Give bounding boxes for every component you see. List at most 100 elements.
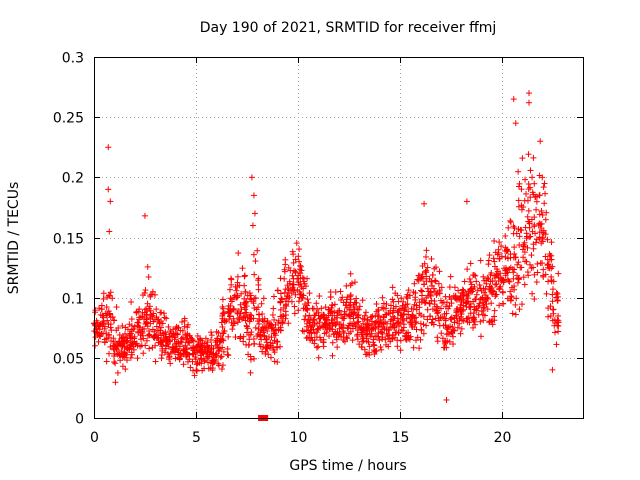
data-point [523, 235, 530, 242]
data-point [159, 320, 166, 327]
data-point [332, 322, 339, 329]
data-point [349, 337, 356, 344]
data-point [100, 295, 107, 302]
data-point [421, 281, 428, 288]
data-point [188, 337, 195, 344]
data-point [456, 320, 463, 327]
data-point [96, 305, 103, 312]
data-point [540, 273, 547, 280]
data-point [483, 277, 490, 284]
data-point [435, 280, 442, 287]
data-point [341, 338, 348, 345]
data-point [190, 344, 197, 351]
data-point [512, 301, 519, 308]
data-point [282, 302, 289, 309]
data-point [533, 239, 540, 246]
data-point [286, 280, 293, 287]
data-point [296, 258, 303, 265]
data-point [452, 312, 459, 319]
data-point [150, 318, 157, 325]
data-point [323, 329, 330, 336]
data-point [234, 294, 241, 301]
data-point [373, 333, 380, 340]
data-point [184, 345, 191, 352]
data-point [361, 312, 368, 319]
data-point [301, 328, 308, 335]
data-point [281, 289, 288, 296]
data-point [159, 347, 166, 354]
data-point [253, 306, 260, 313]
data-point [100, 312, 107, 319]
data-point [385, 343, 392, 350]
data-point [127, 354, 134, 361]
data-point [355, 311, 362, 318]
data-point [440, 299, 447, 306]
data-point [224, 351, 231, 358]
data-point [135, 319, 142, 326]
data-point [433, 291, 440, 298]
data-point [509, 310, 516, 317]
data-point [128, 298, 135, 305]
data-point [511, 244, 518, 251]
data-point [149, 326, 156, 333]
data-point [274, 338, 281, 345]
data-point [274, 287, 281, 294]
data-point [424, 264, 431, 271]
data-point [491, 237, 498, 244]
data-point [428, 255, 435, 262]
data-point [104, 310, 111, 317]
data-point [521, 239, 528, 246]
data-point [555, 270, 562, 277]
data-point [429, 271, 436, 278]
data-point [248, 174, 255, 181]
data-point [228, 281, 235, 288]
data-point [520, 243, 527, 250]
data-point [342, 310, 349, 317]
data-point [251, 210, 258, 217]
data-point [337, 321, 344, 328]
data-point [92, 342, 99, 349]
data-point [423, 253, 430, 260]
data-point [410, 305, 417, 312]
data-point [285, 320, 292, 327]
data-point [128, 316, 135, 323]
data-point [232, 334, 239, 341]
data-point [373, 319, 380, 326]
data-point [403, 336, 410, 343]
data-point [295, 307, 302, 314]
data-point [144, 323, 151, 330]
data-point [283, 295, 290, 302]
data-point [220, 309, 227, 316]
data-point [166, 337, 173, 344]
data-point [518, 301, 525, 308]
y-tick-label: 0.25 [53, 111, 84, 127]
data-point [366, 343, 373, 350]
data-point [391, 322, 398, 329]
data-point [513, 230, 520, 237]
data-point [99, 320, 106, 327]
data-point [507, 219, 514, 226]
data-point [541, 200, 548, 207]
axis-ticks: 0 0.05 0.1 0.15 0.2 0.25 0.3 0 5 10 15 20 [53, 51, 583, 446]
data-point [514, 272, 521, 279]
data-point [412, 296, 419, 303]
data-point [338, 333, 345, 340]
data-point [98, 330, 105, 337]
data-point [412, 314, 419, 321]
data-point [531, 214, 538, 221]
data-point [282, 256, 289, 263]
data-point [315, 325, 322, 332]
data-point [271, 349, 278, 356]
data-point [473, 278, 480, 285]
data-point [542, 190, 549, 197]
data-point [291, 310, 298, 317]
data-point [101, 325, 108, 332]
data-points [91, 90, 562, 421]
data-point [254, 247, 261, 254]
data-point [367, 333, 374, 340]
data-point [122, 350, 129, 357]
data-point [127, 335, 134, 342]
data-point [152, 358, 159, 365]
data-point [149, 288, 156, 295]
data-point [538, 240, 545, 247]
